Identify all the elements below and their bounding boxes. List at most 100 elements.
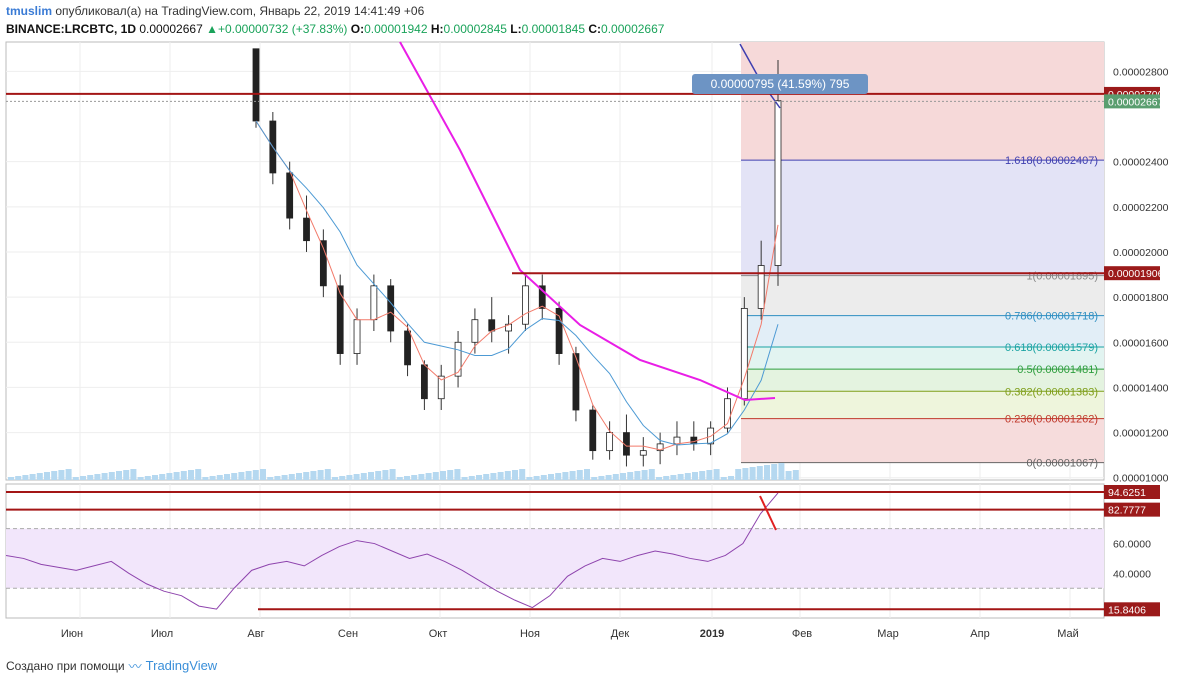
volume-bar — [634, 471, 641, 480]
volume-bar — [447, 470, 454, 480]
footer: Создано при помощи 〰 TradingView — [6, 656, 217, 675]
volume-bar — [87, 475, 94, 480]
price-tick-label: 0.00002000 — [1113, 247, 1169, 259]
rsi-line — [5, 492, 779, 610]
fib-zone — [741, 160, 1104, 276]
volume-bar — [202, 477, 209, 480]
candle — [471, 319, 479, 343]
fib-zone — [741, 347, 1104, 370]
volume-bar — [137, 477, 144, 480]
publish-info: tmuslim опубликовал(а) на TradingView.co… — [6, 4, 424, 18]
volume-bar — [692, 472, 698, 480]
time-axis-label: Сен — [338, 628, 358, 640]
time-axis-label: Авг — [247, 628, 264, 640]
author-link[interactable]: tmuslim — [6, 4, 53, 18]
volume-bar — [497, 472, 504, 480]
time-axis-label: Мар — [877, 628, 899, 640]
price-tick-label: 0.00001400 — [1113, 382, 1169, 394]
volume-bar — [648, 469, 655, 480]
volume-bar — [36, 473, 43, 480]
candle — [673, 436, 681, 445]
volume-bar — [677, 474, 684, 480]
volume-bar — [728, 476, 734, 480]
volume-bar — [288, 474, 295, 480]
volume-bar — [238, 472, 245, 480]
volume-bar — [620, 473, 626, 480]
price-tick-label: 0.00001800 — [1113, 292, 1169, 304]
time-axis-label: Ноя — [520, 628, 540, 640]
volume-bar — [605, 475, 612, 480]
created-with-text: Создано при помощи — [6, 658, 125, 673]
volume-bar — [209, 476, 216, 480]
fib-level-label: 0(0.00001067) — [1026, 458, 1098, 470]
volume-bar — [440, 471, 446, 480]
volume-bar — [180, 471, 187, 480]
candle — [303, 217, 310, 242]
volume-bar — [224, 474, 230, 480]
price-tick-label: 0.00001000 — [1113, 473, 1169, 485]
volume-bar — [108, 472, 115, 480]
rsi-tick-label: 40.0000 — [1113, 568, 1151, 580]
volume-bar — [735, 469, 742, 480]
time-axis-label: Июл — [151, 628, 173, 640]
candle — [387, 285, 395, 332]
candle — [353, 319, 361, 354]
volume-bar — [785, 471, 792, 480]
volume-bar — [252, 470, 259, 480]
volume-bar — [584, 469, 590, 480]
candle — [252, 48, 260, 122]
volume-bar — [468, 476, 475, 480]
volume-bar — [159, 474, 166, 480]
high-label: H: — [430, 22, 444, 36]
volume-bar — [771, 464, 778, 480]
tradingview-logo-icon: 〰 — [128, 659, 142, 674]
volume-bar — [389, 469, 396, 480]
volume-bar — [713, 469, 720, 480]
volume-bar — [612, 474, 619, 480]
volume-bar — [418, 474, 425, 480]
volume-bar — [641, 470, 648, 480]
volume-bar — [274, 476, 281, 480]
volume-bar — [454, 469, 461, 480]
candle — [488, 319, 496, 332]
price-marker-box — [1104, 94, 1160, 109]
volume-bar — [526, 477, 533, 480]
candle — [774, 100, 782, 266]
close-label: C: — [588, 22, 602, 36]
published-text: опубликовал(а) на TradingView.com, Январ… — [55, 4, 425, 18]
volume-bar — [260, 469, 266, 480]
fib-zone — [741, 275, 1104, 316]
volume-bar — [461, 477, 468, 480]
price-tick-label: 0.00001600 — [1113, 337, 1169, 349]
candle — [454, 341, 462, 377]
symbol-label: BINANCE:LRCBTC, 1D — [6, 22, 136, 36]
measure-label: 0.00000795 (41.59%) 795 — [711, 77, 850, 91]
candle — [589, 409, 597, 452]
candle — [319, 240, 327, 287]
volume-bar — [504, 471, 511, 480]
candle — [336, 285, 344, 354]
candle — [420, 364, 428, 400]
fib-level-label: 1.618(0.00002407) — [1005, 155, 1098, 167]
annotation-slash — [759, 495, 777, 531]
volume-bar — [94, 474, 101, 480]
tradingview-brand-link[interactable]: TradingView — [145, 658, 218, 673]
candle — [639, 450, 647, 456]
volume-bar — [576, 470, 583, 480]
candle — [538, 285, 546, 309]
volume-bar — [152, 475, 158, 480]
low-label: L: — [510, 22, 522, 36]
volume-bar — [123, 470, 130, 480]
volume-bar — [670, 475, 677, 480]
volume-bar — [346, 475, 353, 480]
volume-bar — [29, 474, 36, 480]
volume-bar — [411, 475, 418, 480]
measure-tooltip — [692, 74, 868, 94]
price-tick-label: 0.00002200 — [1113, 202, 1169, 214]
volume-bar — [101, 473, 108, 480]
fib-zone — [741, 315, 1104, 348]
rsi-marker-box — [1104, 602, 1160, 617]
rsi-marker-box — [1104, 485, 1160, 500]
volume-bar — [310, 471, 317, 480]
